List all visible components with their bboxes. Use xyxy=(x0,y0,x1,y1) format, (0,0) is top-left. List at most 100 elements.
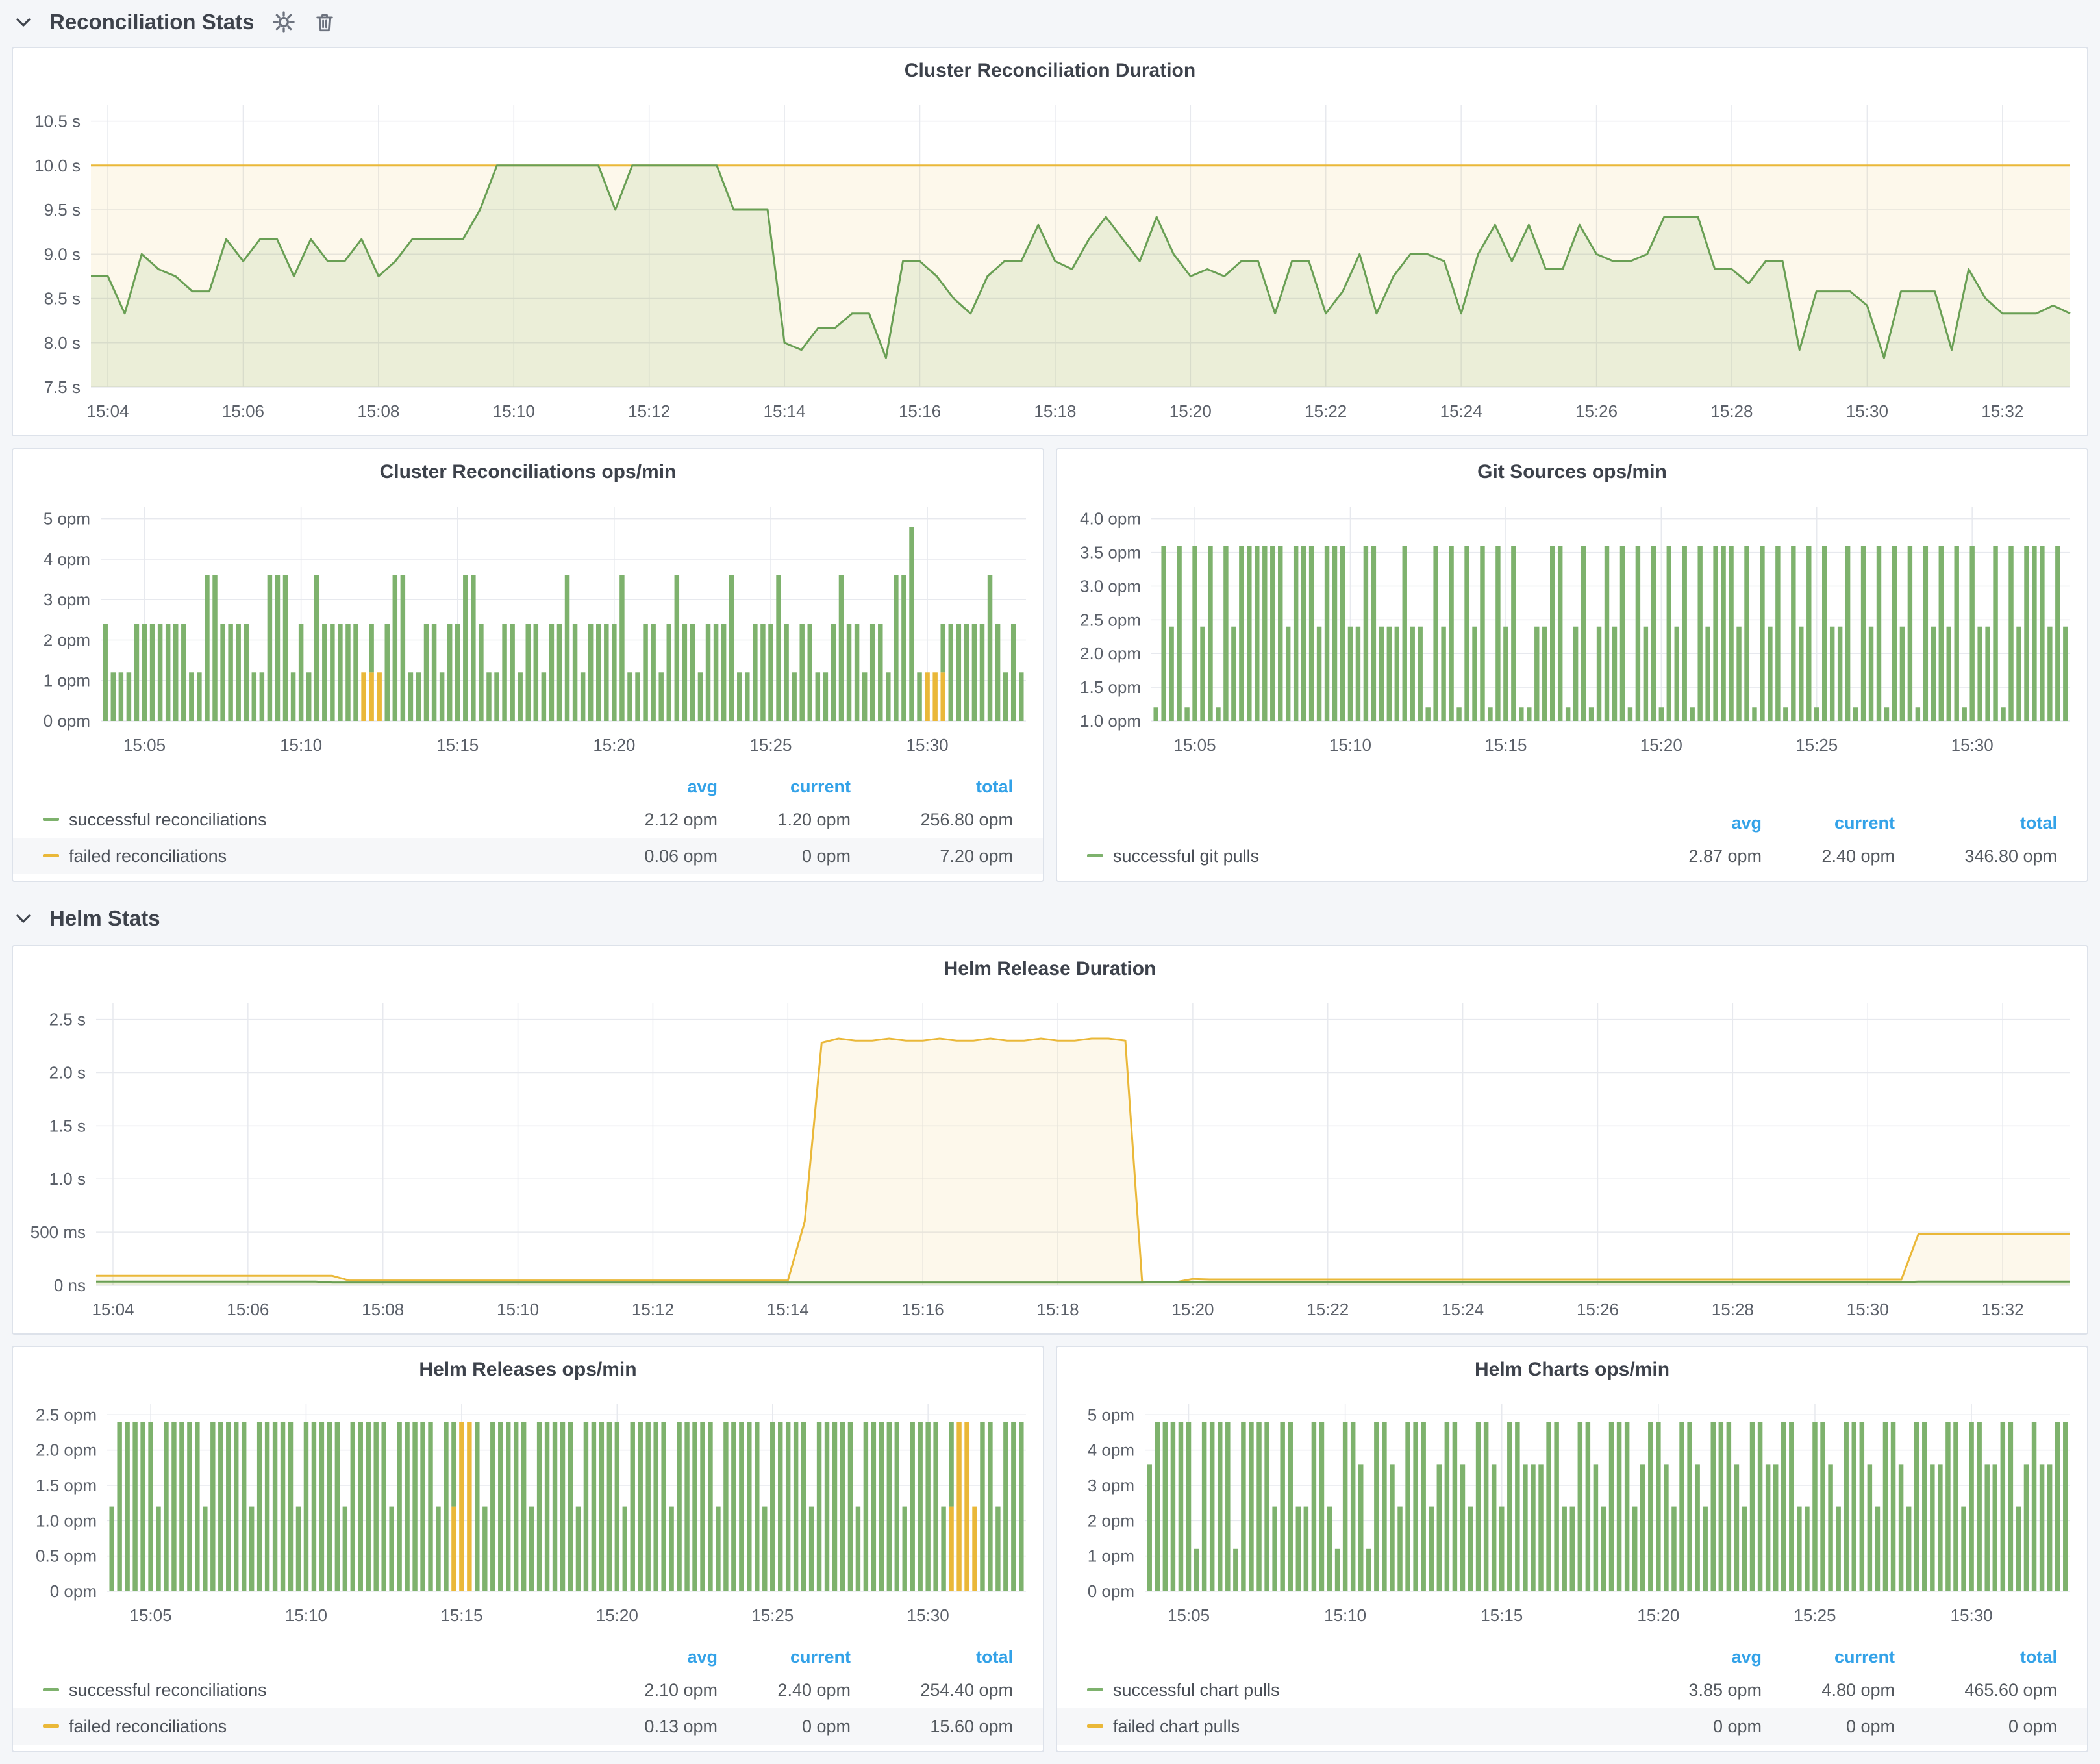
gear-icon[interactable] xyxy=(272,10,295,34)
trash-icon[interactable] xyxy=(314,11,336,33)
svg-text:1.5 opm: 1.5 opm xyxy=(36,1476,97,1495)
legend-label[interactable]: failed reconciliations xyxy=(43,846,594,866)
legend-col-current[interactable]: current xyxy=(1762,813,1895,833)
svg-text:2 opm: 2 opm xyxy=(44,630,90,649)
legend-col-total[interactable]: total xyxy=(1895,1647,2057,1667)
svg-text:1.0 opm: 1.0 opm xyxy=(1080,711,1141,731)
legend-current: 0 opm xyxy=(718,1717,851,1737)
legend-col-current[interactable]: current xyxy=(718,1647,851,1667)
svg-text:8.5 s: 8.5 s xyxy=(44,289,81,309)
panel-title[interactable]: Cluster Reconciliations ops/min xyxy=(13,449,1043,487)
legend-avg: 2.87 opm xyxy=(1638,846,1762,866)
legend-total: 7.20 opm xyxy=(851,846,1013,866)
chart-helm-charts-opm[interactable]: 5 opm4 opm3 opm2 opm1 opm0 opm15:0515:10… xyxy=(1057,1385,2087,1634)
legend-total: 0 opm xyxy=(1895,1717,2057,1737)
chart-cluster-reconciliations-opm[interactable]: 5 opm4 opm3 opm2 opm1 opm0 opm15:0515:10… xyxy=(13,487,1043,764)
svg-text:15:25: 15:25 xyxy=(751,1606,794,1625)
svg-text:15:10: 15:10 xyxy=(1329,735,1371,755)
legend-col-avg[interactable]: avg xyxy=(594,777,718,797)
legend-total: 465.60 opm xyxy=(1895,1680,2057,1700)
svg-text:15:20: 15:20 xyxy=(1169,401,1212,421)
series-swatch-icon xyxy=(43,818,59,821)
legend-col-avg[interactable]: avg xyxy=(1638,1647,1762,1667)
svg-text:2.0 s: 2.0 s xyxy=(49,1063,86,1082)
legend-label[interactable]: successful reconciliations xyxy=(43,1680,594,1700)
legend-col-current[interactable]: current xyxy=(1762,1647,1895,1667)
legend-col-avg[interactable]: avg xyxy=(1638,813,1762,833)
svg-text:15:10: 15:10 xyxy=(280,735,322,755)
svg-text:8.0 s: 8.0 s xyxy=(44,333,81,353)
svg-text:15:15: 15:15 xyxy=(440,1606,482,1625)
series-swatch-icon xyxy=(43,1688,59,1691)
legend-header: avgcurrenttotal xyxy=(1057,808,2087,838)
svg-text:15:32: 15:32 xyxy=(1981,401,2023,421)
svg-text:1 opm: 1 opm xyxy=(1088,1546,1134,1566)
svg-text:1.5 s: 1.5 s xyxy=(49,1116,86,1135)
chart-git-sources-opm[interactable]: 4.0 opm3.5 opm3.0 opm2.5 opm2.0 opm1.5 o… xyxy=(1057,487,2087,764)
panel-helm-releases-opm: Helm Releases ops/min 2.5 opm2.0 opm1.5 … xyxy=(12,1346,1044,1752)
panel-title[interactable]: Helm Releases ops/min xyxy=(13,1347,1043,1385)
legend-label[interactable]: failed reconciliations xyxy=(43,1717,594,1737)
svg-text:0 opm: 0 opm xyxy=(44,711,90,731)
svg-text:15:10: 15:10 xyxy=(1324,1606,1366,1625)
svg-text:15:04: 15:04 xyxy=(92,1300,134,1319)
chart-helm-release-duration[interactable]: 2.5 s2.0 s1.5 s1.0 s500 ms0 ns15:0415:06… xyxy=(13,984,2087,1328)
svg-text:2.5 opm: 2.5 opm xyxy=(1080,610,1141,629)
svg-text:0 opm: 0 opm xyxy=(1088,1581,1134,1601)
svg-text:15:05: 15:05 xyxy=(129,1606,171,1625)
legend-header: avgcurrenttotal xyxy=(13,772,1043,801)
svg-text:4 opm: 4 opm xyxy=(1088,1441,1134,1460)
series-swatch-icon xyxy=(1087,854,1103,857)
chevron-down-icon[interactable] xyxy=(16,18,31,27)
svg-text:15:10: 15:10 xyxy=(493,401,535,421)
legend-row: failed reconciliations0.06 opm0 opm7.20 … xyxy=(13,838,1043,874)
chart-helm-releases-opm[interactable]: 2.5 opm2.0 opm1.5 opm1.0 opm0.5 opm0 opm… xyxy=(13,1385,1043,1634)
legend-col-current[interactable]: current xyxy=(718,777,851,797)
svg-text:15:14: 15:14 xyxy=(764,401,806,421)
svg-text:7.5 s: 7.5 s xyxy=(44,377,81,397)
panel-title[interactable]: Git Sources ops/min xyxy=(1057,449,2087,487)
svg-text:0 opm: 0 opm xyxy=(50,1581,97,1601)
legend-label[interactable]: successful reconciliations xyxy=(43,810,594,830)
section-title[interactable]: Reconciliation Stats xyxy=(49,10,254,34)
svg-text:2.5 opm: 2.5 opm xyxy=(36,1405,97,1424)
svg-text:15:14: 15:14 xyxy=(767,1300,809,1319)
legend-label[interactable]: successful chart pulls xyxy=(1087,1680,1638,1700)
legend-col-total[interactable]: total xyxy=(851,777,1013,797)
legend-col-avg[interactable]: avg xyxy=(594,1647,718,1667)
svg-text:15:30: 15:30 xyxy=(1846,401,1888,421)
svg-text:1.0 opm: 1.0 opm xyxy=(36,1511,97,1530)
panel-title[interactable]: Helm Release Duration xyxy=(13,946,2087,984)
legend-col-total[interactable]: total xyxy=(851,1647,1013,1667)
svg-text:15:15: 15:15 xyxy=(1481,1606,1523,1625)
svg-text:15:15: 15:15 xyxy=(436,735,479,755)
chart-cluster-reconciliation-duration[interactable]: 10.5 s10.0 s9.5 s9.0 s8.5 s8.0 s7.5 s15:… xyxy=(13,86,2087,430)
svg-text:15:05: 15:05 xyxy=(1173,735,1216,755)
svg-text:15:20: 15:20 xyxy=(1171,1300,1214,1319)
svg-text:15:24: 15:24 xyxy=(1440,401,1482,421)
svg-text:3.0 opm: 3.0 opm xyxy=(1080,576,1141,596)
panel-git-sources-opm: Git Sources ops/min 4.0 opm3.5 opm3.0 op… xyxy=(1056,448,2088,882)
legend-avg: 0.13 opm xyxy=(594,1717,718,1737)
svg-text:1.5 opm: 1.5 opm xyxy=(1080,677,1141,697)
svg-text:15:30: 15:30 xyxy=(906,735,949,755)
panel-title[interactable]: Cluster Reconciliation Duration xyxy=(13,48,2087,86)
section-header-helm-stats: Helm Stats xyxy=(16,901,160,935)
panel-cluster-reconciliation-duration: Cluster Reconciliation Duration 10.5 s10… xyxy=(12,47,2088,436)
svg-text:9.5 s: 9.5 s xyxy=(44,200,81,220)
svg-text:15:20: 15:20 xyxy=(596,1606,638,1625)
svg-text:0.5 opm: 0.5 opm xyxy=(36,1546,97,1566)
chevron-down-icon[interactable] xyxy=(16,914,31,924)
section-title[interactable]: Helm Stats xyxy=(49,906,160,931)
legend-label[interactable]: failed chart pulls xyxy=(1087,1717,1638,1737)
svg-text:15:05: 15:05 xyxy=(1168,1606,1210,1625)
svg-text:15:26: 15:26 xyxy=(1575,401,1618,421)
legend-header: avgcurrenttotal xyxy=(1057,1642,2087,1672)
legend-avg: 0 opm xyxy=(1638,1717,1762,1737)
legend-label[interactable]: successful git pulls xyxy=(1087,846,1638,866)
panel-title[interactable]: Helm Charts ops/min xyxy=(1057,1347,2087,1385)
legend: avgcurrenttotal successful git pulls2.87 … xyxy=(1057,808,2087,874)
legend-col-total[interactable]: total xyxy=(1895,813,2057,833)
svg-text:15:25: 15:25 xyxy=(749,735,792,755)
svg-text:9.0 s: 9.0 s xyxy=(44,244,81,264)
